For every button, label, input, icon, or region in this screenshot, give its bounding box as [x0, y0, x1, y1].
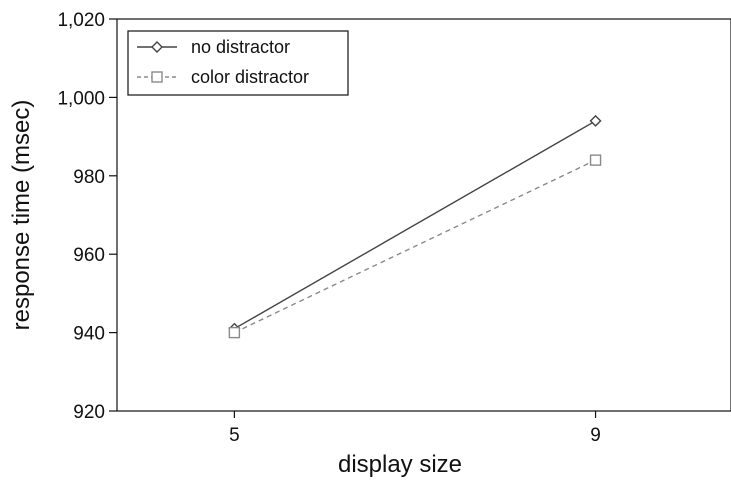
y-tick-label: 1,020: [57, 10, 105, 31]
y-tick-label: 960: [73, 245, 105, 266]
y-tick-label: 980: [73, 167, 105, 188]
legend: no distractor color distractor: [127, 30, 349, 96]
legend-items: no distractor color distractor: [137, 37, 309, 87]
x-axis-title: display size: [338, 451, 462, 478]
y-axis-title: response time (msec): [8, 100, 35, 331]
series-line-0: [234, 120, 596, 330]
legend-label-0: no distractor: [191, 37, 290, 57]
legend-marker-1: [151, 71, 163, 83]
legend-box: [127, 30, 349, 96]
y-tick-label: 940: [73, 324, 105, 345]
data-point: [589, 154, 602, 166]
series-line-1: [234, 159, 596, 334]
data-point: [589, 114, 602, 127]
legend-label-1: color distractor: [191, 67, 309, 87]
y-axis-ticks: 920 940 960 980 1,000 1,020: [57, 10, 117, 423]
data-point: [228, 326, 241, 339]
legend-marker-0: [151, 41, 163, 53]
x-tick-label: 5: [229, 425, 240, 446]
y-tick-label: 1,000: [57, 88, 105, 109]
series-layer: [228, 114, 602, 339]
x-tick-label: 9: [590, 425, 601, 446]
y-tick-label: 920: [73, 402, 105, 423]
plot-frame: [116, 18, 731, 412]
